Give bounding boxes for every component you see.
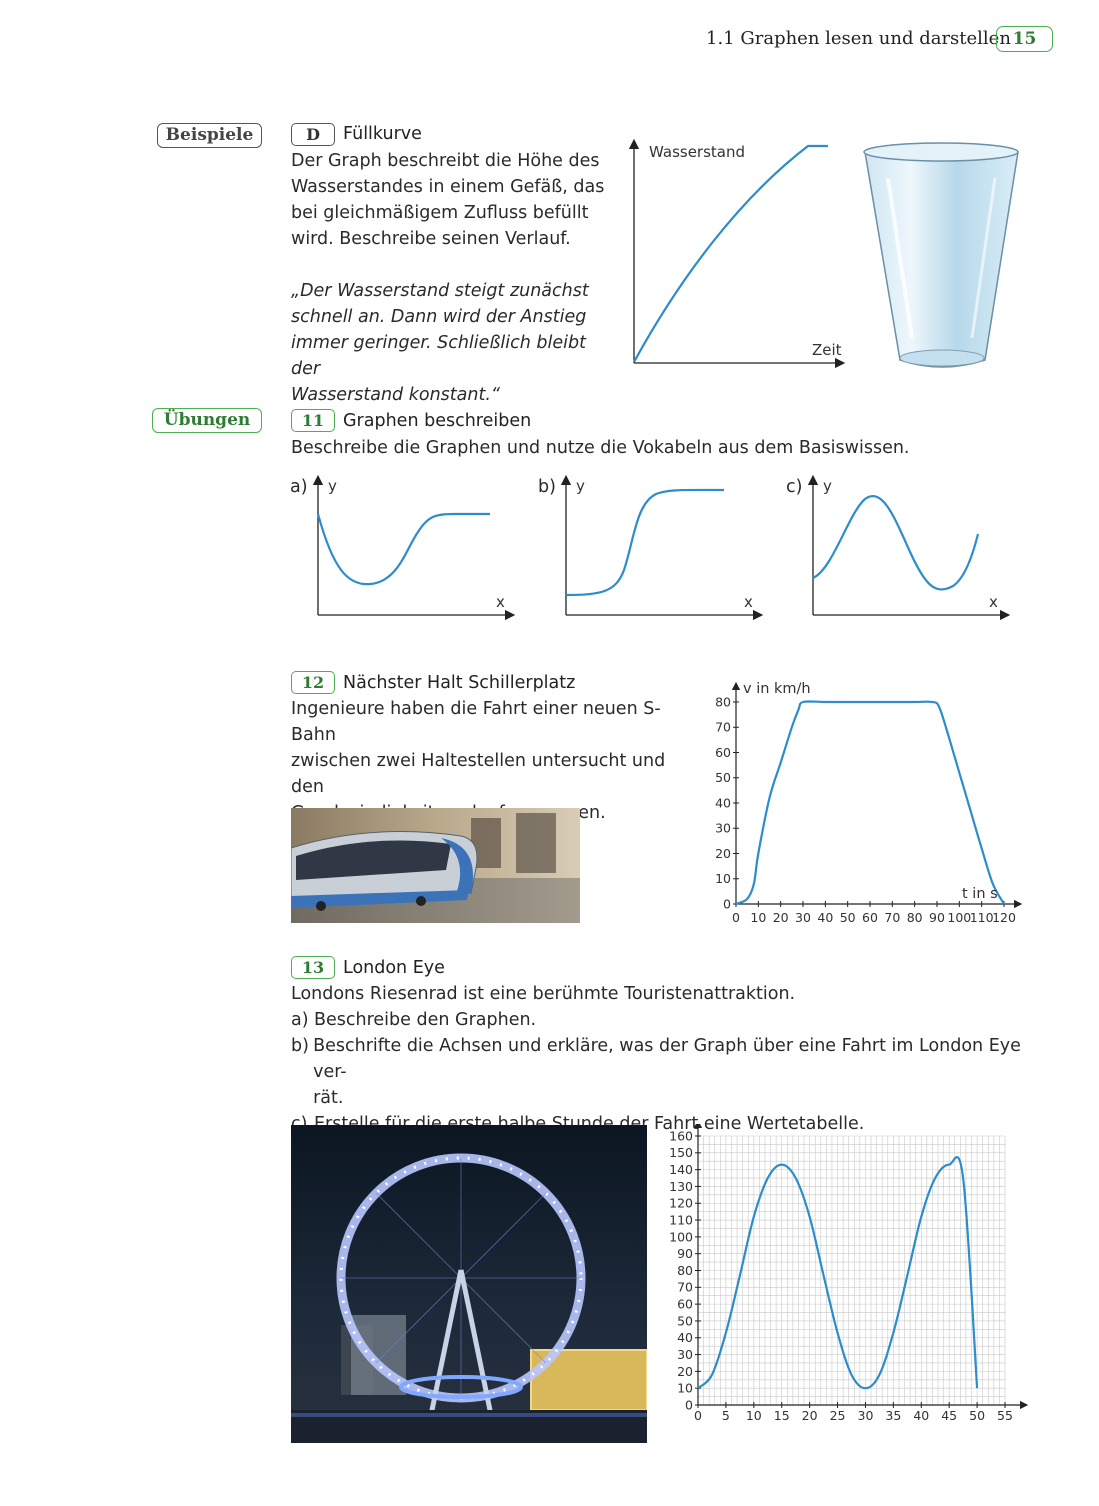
svg-text:x: x <box>744 593 753 611</box>
task-12-badge: 12 <box>291 671 335 694</box>
graph-a: y x <box>312 474 516 621</box>
eye-series-line <box>697 1156 979 1390</box>
example-d-title: Füllkurve <box>343 124 422 144</box>
task-13-item-a: a) Beschreibe den Graphen. <box>291 1010 537 1030</box>
y-tick-label: 30 <box>715 821 731 836</box>
graph-b-curve <box>565 488 725 597</box>
x-tick-label: 5 <box>722 1408 730 1423</box>
y-tick-label: 80 <box>677 1263 693 1278</box>
x-tick-label: 25 <box>830 1408 846 1423</box>
example-d-answer: „Der Wasserstand steigt zunächst schnell… <box>291 281 589 405</box>
y-tick-label: 100 <box>669 1229 693 1244</box>
running-header: 1.1 Graphen lesen und darstellen <box>706 28 1011 49</box>
x-tick-label: 30 <box>795 910 811 925</box>
y-tick-label: 110 <box>669 1212 693 1227</box>
task-13-item-b: b) Beschrifte die Achsen und erkläre, wa… <box>291 1036 1021 1108</box>
example-d-text: Der Graph beschreibt die Höhe des Wasser… <box>291 151 605 249</box>
y-tick-label: 20 <box>715 846 731 861</box>
speed-x-label: t in s <box>962 886 998 902</box>
x-tick-label: 0 <box>732 910 740 925</box>
x-tick-label: 20 <box>773 910 789 925</box>
y-tick-label: 140 <box>669 1162 693 1177</box>
y-tick-label: 70 <box>715 720 731 735</box>
y-axis-label: Wasserstand <box>649 143 745 161</box>
task-13-intro: Londons Riesenrad ist eine berühmte Tour… <box>291 984 796 1004</box>
x-tick-label: 35 <box>885 1408 901 1423</box>
x-tick-label: 40 <box>913 1408 929 1423</box>
y-tick-label: 20 <box>677 1364 693 1379</box>
task-13-title: London Eye <box>343 958 445 978</box>
y-tick-label: 120 <box>669 1196 693 1211</box>
x-tick-label: 40 <box>817 910 833 925</box>
london-eye-chart: 0 5 10 15 20 25 30 35 40 45 50 55010203040506070809… <box>669 1124 1029 1423</box>
x-tick-label: 50 <box>969 1408 985 1423</box>
graph-c-label: c) <box>786 477 803 497</box>
svg-text:y: y <box>328 477 337 495</box>
x-tick-label: 20 <box>802 1408 818 1423</box>
x-tick-label: 110 <box>970 910 994 925</box>
london-eye-photo <box>291 1125 647 1443</box>
graph-c-curve <box>812 495 980 591</box>
tram-photo <box>291 808 580 923</box>
x-tick-label: 60 <box>862 910 878 925</box>
fill-curve <box>633 144 828 363</box>
x-tick-label: 10 <box>750 910 766 925</box>
y-tick-label: 150 <box>669 1145 693 1160</box>
x-tick-label: 80 <box>907 910 923 925</box>
y-tick-label: 160 <box>669 1128 693 1143</box>
fill-curve-graph: Wasserstand Zeit <box>628 138 846 369</box>
task-13-badge: 13 <box>291 956 335 979</box>
graph-b: y x <box>560 474 764 621</box>
y-tick-label: 10 <box>677 1381 693 1396</box>
task-12-title: Nächster Halt Schillerplatz <box>343 673 576 693</box>
x-tick-label: 55 <box>997 1408 1013 1423</box>
y-tick-label: 60 <box>715 745 731 760</box>
y-tick-label: 50 <box>715 770 731 785</box>
svg-text:y: y <box>576 477 585 495</box>
x-tick-label: 120 <box>992 910 1016 925</box>
x-tick-label: 30 <box>858 1408 874 1423</box>
y-tick-label: 90 <box>677 1246 693 1261</box>
example-d-badge: D <box>291 123 335 146</box>
x-tick-label: 90 <box>929 910 945 925</box>
task-13-items: a) Beschreibe den Graphen. b) Beschrifte… <box>291 1007 1031 1137</box>
x-tick-label: 45 <box>941 1408 957 1423</box>
x-tick-label: 70 <box>884 910 900 925</box>
graph-c: y x <box>807 474 1011 621</box>
task-11-text: Beschreibe die Graphen und nutze die Vok… <box>291 438 910 458</box>
x-tick-label: 15 <box>774 1408 790 1423</box>
graph-a-label: a) <box>290 477 308 497</box>
svg-text:x: x <box>496 593 505 611</box>
graph-a-curve <box>316 512 490 586</box>
svg-text:y: y <box>823 477 832 495</box>
examples-label: Beispiele <box>157 123 262 148</box>
page-number: 15 <box>996 26 1053 52</box>
y-tick-label: 40 <box>677 1330 693 1345</box>
y-tick-label: 70 <box>677 1280 693 1295</box>
y-tick-label: 0 <box>723 896 731 911</box>
y-tick-label: 80 <box>715 694 731 709</box>
y-tick-label: 50 <box>677 1313 693 1328</box>
x-axis-label: Zeit <box>812 341 842 359</box>
x-tick-label: 10 <box>746 1408 762 1423</box>
svg-text:x: x <box>989 593 998 611</box>
y-tick-label: 60 <box>677 1297 693 1312</box>
y-tick-label: 10 <box>715 871 731 886</box>
y-tick-label: 0 <box>685 1397 693 1412</box>
x-tick-label: 100 <box>947 910 971 925</box>
task-11-title: Graphen beschreiben <box>343 411 532 431</box>
y-tick-label: 40 <box>715 795 731 810</box>
speed-y-label: v in km/h <box>743 681 811 697</box>
x-tick-label: 50 <box>840 910 856 925</box>
y-tick-label: 130 <box>669 1179 693 1194</box>
x-tick-label: 0 <box>694 1408 702 1423</box>
y-tick-label: 30 <box>677 1347 693 1362</box>
speed-series-line <box>735 700 1005 906</box>
graph-b-label: b) <box>538 477 556 497</box>
exercises-label: Übungen <box>152 408 262 433</box>
glass-illustration <box>863 142 1019 368</box>
task-11-badge: 11 <box>291 409 335 432</box>
